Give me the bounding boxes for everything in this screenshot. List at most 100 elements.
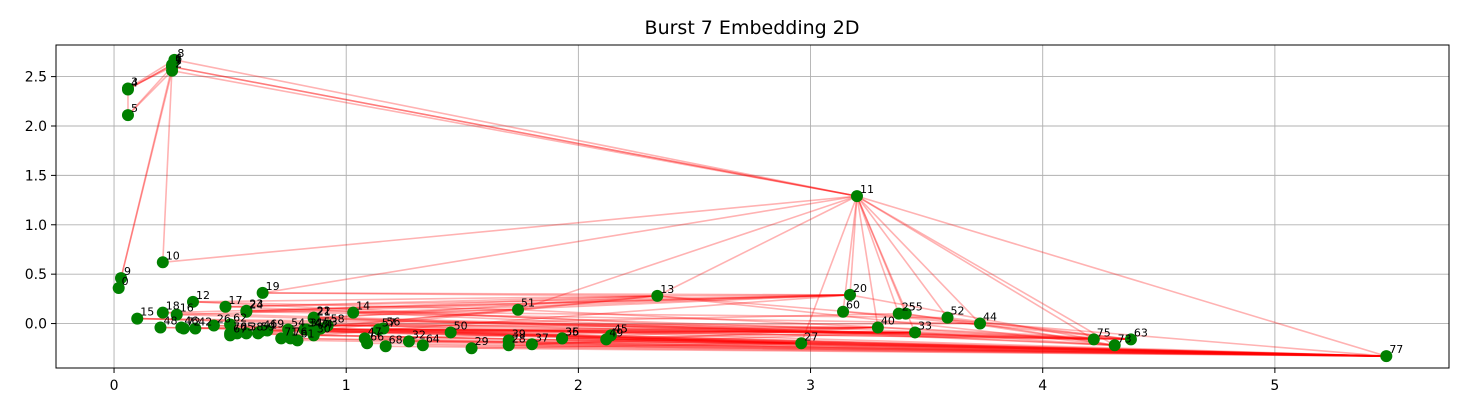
point-label-35: 35	[565, 325, 579, 338]
point-label-44: 44	[983, 311, 997, 324]
x-tick-label-4: 4	[1038, 378, 1047, 394]
point-68	[379, 340, 392, 353]
y-tick-label-4: 2.0	[25, 119, 47, 135]
point-48	[154, 321, 167, 334]
point-20	[844, 288, 857, 301]
edge-11-25	[856, 195, 900, 314]
x-tick-label-2: 2	[574, 378, 583, 394]
point-label-42: 42	[198, 315, 212, 328]
point-12	[186, 295, 199, 308]
point-44	[974, 317, 987, 330]
edge-17-13	[225, 295, 658, 308]
point-label-62: 62	[233, 312, 247, 325]
edge-28-77	[508, 344, 1387, 357]
point-29	[465, 342, 478, 355]
edge-74-13	[315, 295, 658, 332]
point-label-11: 11	[860, 183, 874, 196]
chart-title: Burst 7 Embedding 2D	[645, 17, 860, 39]
point-69	[261, 324, 274, 337]
edge-64-77	[422, 344, 1387, 357]
point-label-27: 27	[804, 330, 818, 343]
edge-54-33	[288, 328, 916, 334]
edge-6-4	[127, 64, 173, 91]
point-label-2: 2	[175, 58, 182, 71]
edge-55-73	[905, 312, 1115, 347]
point-label-9: 9	[124, 265, 131, 278]
point-label-18: 18	[166, 300, 180, 313]
point-label-48: 48	[163, 315, 177, 328]
point-label-26: 26	[217, 313, 231, 326]
points	[112, 53, 1393, 363]
x-tick-label-5: 5	[1270, 378, 1279, 394]
edge-32-77	[408, 340, 1387, 357]
edge-5-2	[127, 70, 173, 116]
edge-17-63	[225, 305, 1131, 341]
x-tick-label-1: 1	[342, 378, 351, 394]
edge-15-77	[137, 317, 1387, 357]
plot-frame	[55, 44, 1450, 369]
point-74	[310, 324, 323, 337]
edge-36-33	[562, 331, 916, 340]
edge-56-75	[383, 327, 1094, 341]
edge-11-19	[262, 195, 858, 294]
y-tick-label-5: 2.5	[25, 70, 47, 86]
y-tick-label-2: 1.0	[25, 218, 47, 234]
edge-19-13	[262, 292, 658, 297]
point-label-50: 50	[454, 319, 468, 332]
point-label-33: 33	[918, 319, 932, 332]
edge-7-11	[171, 65, 858, 197]
edge-71-77	[281, 337, 1387, 357]
point-label-14: 14	[356, 300, 370, 313]
point-27	[795, 337, 808, 350]
edge-21-13	[313, 295, 658, 320]
axes: 0 1 2 3 4 50.00.51.01.52.02.5	[25, 44, 1450, 394]
point-33	[909, 326, 922, 339]
point-77	[1380, 350, 1393, 363]
point-label-71: 71	[284, 325, 298, 338]
edge-24-44	[246, 310, 981, 325]
point-59	[251, 327, 264, 340]
point-label-52: 52	[951, 305, 965, 318]
point-32	[402, 335, 415, 348]
point-50	[444, 326, 457, 339]
point-label-10: 10	[166, 249, 180, 262]
point-label-49: 49	[609, 326, 623, 339]
point-72	[177, 322, 190, 335]
point-label-45: 45	[614, 322, 628, 335]
y-tick-label-1: 0.5	[25, 267, 47, 283]
edge-24-13	[246, 295, 658, 313]
point-55	[899, 307, 912, 320]
edge-1-11	[171, 65, 858, 197]
edge-57-63	[378, 328, 1131, 341]
edge-60-63	[842, 310, 1132, 341]
edge-22-20	[313, 294, 851, 319]
edge-29-77	[471, 347, 1387, 357]
edge-69-27	[267, 329, 802, 345]
edge-18-63	[162, 311, 1131, 341]
point-label-55: 55	[909, 301, 923, 314]
point-label-67: 67	[233, 322, 247, 335]
edge-12-51	[192, 301, 519, 311]
point-label-51: 51	[521, 297, 535, 310]
edge-21-75	[313, 317, 1094, 341]
edge-13-20	[657, 294, 851, 297]
edge-8-11	[174, 59, 858, 197]
point-38	[240, 327, 253, 340]
edge-11-40	[856, 196, 879, 328]
point-label-64: 64	[426, 332, 440, 345]
edge-11-73	[856, 195, 1116, 346]
point-label-20: 20	[853, 282, 867, 295]
point-49	[600, 333, 613, 346]
edge-58-44	[327, 322, 981, 327]
edge-2-11	[171, 69, 858, 197]
point-label-30: 30	[317, 322, 331, 335]
point-label-66: 66	[370, 330, 384, 343]
edge-36-77	[562, 337, 1387, 357]
edge-5-1	[127, 66, 173, 116]
point-60	[837, 305, 850, 318]
point-8	[168, 53, 181, 66]
point-label-0: 0	[122, 275, 129, 288]
point-label-29: 29	[475, 335, 489, 348]
point-label-77: 77	[1389, 343, 1403, 356]
edge-45-40	[610, 326, 878, 337]
